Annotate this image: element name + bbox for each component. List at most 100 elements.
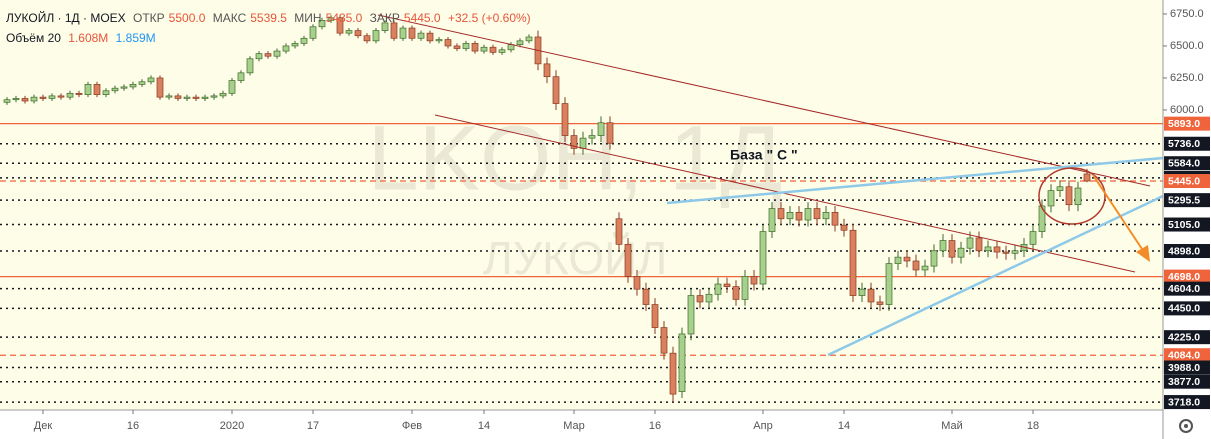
highlight-circle (1038, 167, 1106, 225)
settings-icon[interactable] (1179, 419, 1193, 433)
candle-body (597, 122, 605, 136)
candle-body (381, 22, 389, 31)
candle-body (1074, 187, 1082, 206)
level-label: 5584.0 (1168, 157, 1200, 169)
candle-body (912, 260, 920, 271)
candle-body (372, 30, 380, 42)
candle-body (867, 288, 875, 303)
x-tick-label: 16 (649, 420, 661, 432)
candle-body (570, 135, 578, 149)
candle-body (84, 84, 92, 95)
x-tick-label: Фев (402, 420, 422, 432)
candle-body (921, 265, 929, 271)
y-tick-label: 6250.0 (1170, 72, 1204, 84)
candle-body (579, 137, 587, 149)
ohlc-label: ЗАКР (369, 11, 400, 25)
header: ЛУКОЙЛ · 1Д · MOEX ОТКР 5500.0 МАКС 5539.5… (6, 8, 535, 48)
candle-body (12, 98, 20, 101)
candle-body (552, 76, 560, 104)
candle-body (786, 212, 794, 220)
level-label-box (1164, 193, 1210, 208)
x-tick-label: Апр (753, 420, 772, 432)
candle-body (408, 27, 416, 39)
level-label: 3988.0 (1168, 362, 1200, 374)
candle-body (813, 208, 821, 220)
x-tick-label: Дек (34, 420, 53, 432)
candle-body (885, 263, 893, 305)
ohlc-label: ОТКР (133, 11, 165, 25)
level-label-box (1164, 360, 1210, 375)
level-label: 5445.0 (1168, 175, 1200, 187)
candle-body (219, 92, 227, 97)
candle-body (777, 208, 785, 220)
candle-body (345, 30, 353, 34)
arrow-head (1136, 245, 1150, 262)
candle-body (993, 246, 1001, 253)
level-label: 5893.0 (1168, 118, 1200, 130)
candle-body (498, 49, 506, 53)
annotation: База " С " (730, 147, 798, 163)
candle-body (48, 95, 56, 99)
candle-body (966, 237, 974, 249)
candle-body (93, 84, 101, 95)
ohlc-value: 5539.5 (250, 11, 287, 25)
candle-body (543, 63, 551, 78)
candle-body (246, 58, 254, 74)
x-tick-label: 14 (478, 420, 490, 432)
level-label: 4225.0 (1168, 331, 1200, 343)
candle-body (1011, 250, 1019, 254)
level-label-box (1164, 173, 1210, 188)
candle-body (471, 43, 479, 52)
level-label-box (1164, 269, 1210, 284)
level-label: 4084.0 (1168, 349, 1200, 361)
level-label: 3718.0 (1168, 396, 1200, 408)
candle-body (480, 46, 488, 52)
level-label: 5736.0 (1168, 138, 1200, 150)
candle-body (1047, 190, 1055, 207)
candle-body (561, 103, 569, 136)
x-tick-label: 14 (838, 420, 850, 432)
x-tick-label: Мар (563, 420, 585, 432)
volume-label: Объём 20 (6, 31, 61, 45)
settings-icon-center[interactable] (1184, 424, 1188, 428)
candle-body (318, 20, 326, 28)
candle-body (156, 77, 164, 98)
arrow (1092, 174, 1145, 253)
volume-row: Объём 20 1.608M 1.859M (6, 28, 535, 48)
trend-line (666, 156, 1164, 205)
candle-body (300, 37, 308, 44)
volume-value: 1.859M (115, 31, 156, 45)
candle-body (741, 276, 749, 300)
candle-body (633, 276, 641, 290)
candle-body (525, 36, 533, 42)
header-row: ЛУКОЙЛ · 1Д · MOEX ОТКР 5500.0 МАКС 5539.5… (6, 8, 535, 28)
candle-body (3, 99, 11, 103)
x-tick-label: 17 (307, 420, 319, 432)
settings-icon-ring[interactable] (1179, 419, 1193, 433)
level-label: 4898.0 (1168, 245, 1200, 257)
candle-body (750, 276, 758, 285)
level-label: 5295.5 (1168, 194, 1200, 206)
candle-body (1038, 205, 1046, 232)
candle-body (804, 208, 812, 221)
candle-body (417, 32, 425, 39)
candle-body (939, 240, 947, 252)
candle-body (516, 40, 524, 46)
candle-body (606, 122, 614, 144)
candle-body (201, 96, 209, 99)
volume-value: 1.608M (68, 31, 109, 45)
candle-body (1083, 173, 1091, 182)
candle-body (336, 17, 344, 34)
level-label: 5105.0 (1168, 219, 1200, 231)
candle-body (228, 80, 236, 94)
candle-body (876, 301, 884, 305)
level-label-box (1164, 217, 1210, 232)
candle-body (30, 96, 38, 102)
candle-body (390, 22, 398, 39)
level-label-box (1164, 301, 1210, 316)
y-tick-label: 6000.0 (1170, 104, 1204, 116)
candle-body (768, 208, 776, 232)
candle-body (660, 327, 668, 354)
level-label-box (1164, 244, 1210, 259)
ohlc-label: МАКС (212, 11, 247, 25)
